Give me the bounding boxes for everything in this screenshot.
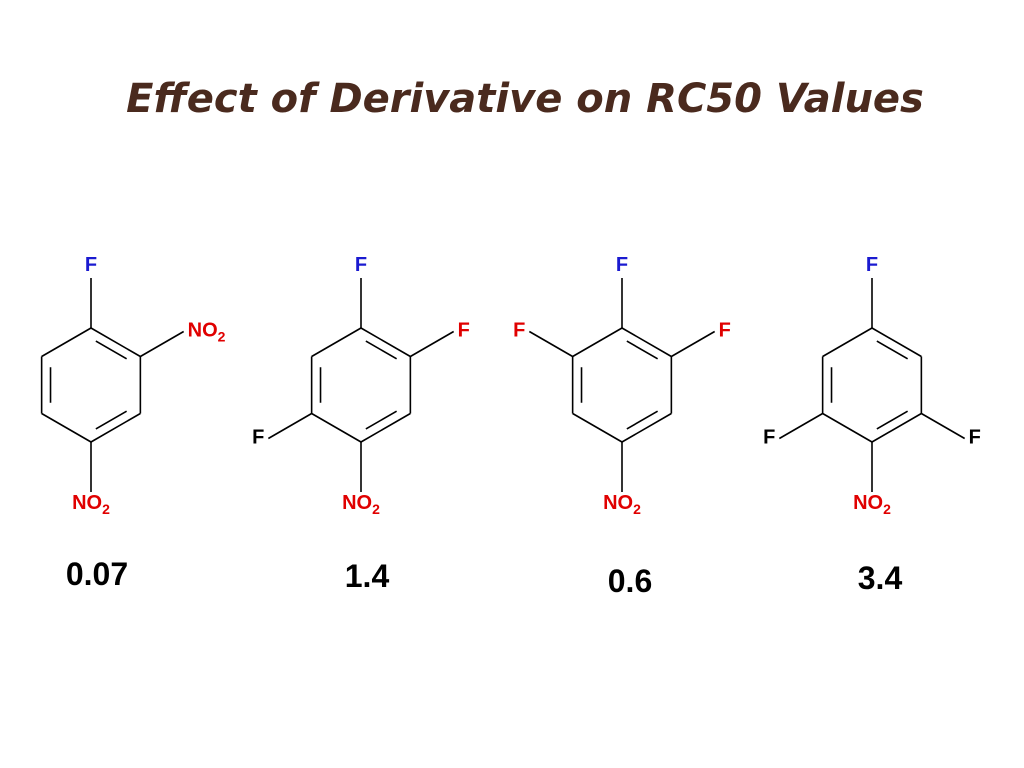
atom-symbol: F: [85, 254, 97, 276]
atom-label: NO2: [72, 492, 110, 516]
double-bond: [95, 340, 128, 360]
molecule: F F F NO2: [252, 254, 470, 516]
ring-bond: [311, 327, 362, 358]
atom-symbol: F: [355, 254, 367, 276]
rc50-value: 1.4: [345, 558, 390, 594]
substituent-bond: [528, 330, 574, 358]
atom-label: F: [85, 254, 97, 276]
substituent-bond: [920, 412, 966, 440]
double-bond: [626, 340, 659, 360]
atom-symbol: F: [969, 427, 981, 449]
ring-bond: [621, 412, 672, 443]
ring-bond: [90, 327, 141, 358]
atom-symbol: F: [458, 320, 470, 342]
atom-subscript: 2: [218, 328, 226, 344]
substituent-bond: [139, 330, 185, 358]
ring-bond: [621, 327, 672, 358]
atom-symbol: NO: [342, 492, 372, 514]
ring-bond: [360, 327, 411, 358]
ring-bond: [572, 412, 623, 443]
atom-label: NO2: [603, 492, 641, 516]
atom-symbol: F: [719, 320, 731, 342]
substituent-bond: [778, 412, 824, 440]
atom-subscript: 2: [372, 501, 380, 517]
atom-subscript: 2: [883, 501, 891, 517]
atom-label: F: [513, 320, 525, 342]
rc50-value: 0.6: [608, 563, 652, 599]
atom-symbol: NO: [603, 492, 633, 514]
molecule: F F F NO2: [513, 254, 731, 516]
double-bond: [626, 410, 659, 430]
ring-bond: [572, 327, 623, 358]
slide-title: Effect of Derivative on RC50 Values: [126, 76, 924, 122]
atom-label: F: [866, 254, 878, 276]
ring-bond: [822, 327, 873, 358]
ring-bond: [90, 412, 141, 443]
atom-subscript: 2: [102, 501, 110, 517]
double-bond: [95, 410, 128, 430]
substituent-bond: [267, 412, 313, 440]
atom-label: NO2: [188, 320, 226, 344]
double-bond: [876, 340, 909, 360]
atom-label: F: [458, 320, 470, 342]
double-bond: [876, 410, 909, 430]
double-bond: [365, 340, 398, 360]
ring-bond: [41, 412, 92, 443]
atom-subscript: 2: [633, 501, 641, 517]
atom-label: F: [719, 320, 731, 342]
atom-label: F: [616, 254, 628, 276]
atom-symbol: F: [616, 254, 628, 276]
atom-label: NO2: [853, 492, 891, 516]
substituent-bond: [409, 330, 455, 358]
ring-bond: [822, 412, 873, 443]
rc50-value: 0.07: [66, 556, 128, 592]
atom-label: F: [355, 254, 367, 276]
atom-label: NO2: [342, 492, 380, 516]
ring-bond: [360, 412, 411, 443]
atom-symbol: F: [252, 427, 264, 449]
ring-bond: [871, 412, 922, 443]
atom-symbol: NO: [72, 492, 102, 514]
ring-bond: [41, 327, 92, 358]
ring-bond: [311, 412, 362, 443]
atom-symbol: F: [866, 254, 878, 276]
atom-label: F: [969, 427, 981, 449]
rc50-value: 3.4: [858, 560, 903, 596]
atom-symbol: F: [513, 320, 525, 342]
molecule: F F F NO2: [763, 254, 981, 516]
atom-symbol: F: [763, 427, 775, 449]
substituent-bond: [670, 330, 716, 358]
atom-label: F: [252, 427, 264, 449]
double-bond: [365, 410, 398, 430]
atom-symbol: NO: [853, 492, 883, 514]
ring-bond: [871, 327, 922, 358]
atom-label: F: [763, 427, 775, 449]
atom-symbol: NO: [188, 320, 218, 342]
